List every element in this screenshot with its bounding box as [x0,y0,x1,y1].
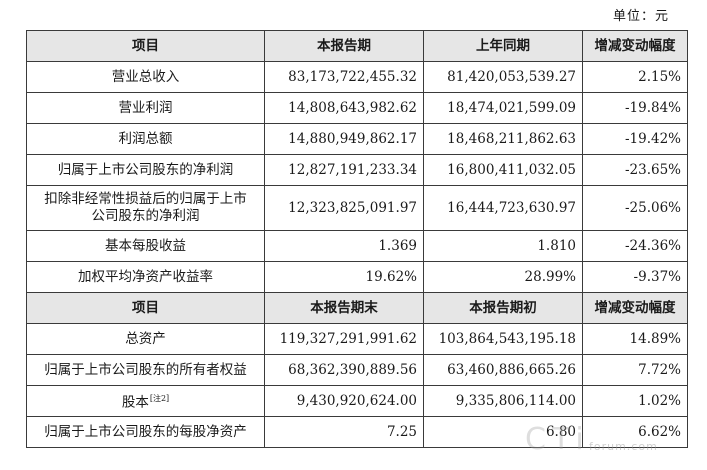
row-label-line2: 公司股东的净利润 [91,208,200,224]
column-header-item: 项目 [26,30,265,62]
change-value: 6.62% [582,416,688,448]
table-row: 归属于上市公司股东的每股净资产 7.25 6.80 6.62% [26,416,688,448]
unit-label: 单位：元 [612,9,669,24]
row-label: 归属于上市公司股东的每股净资产 [26,416,265,448]
table-row: 扣除非经常性损益后的归属于上市 公司股东的净利润 12,323,825,091.… [26,185,688,231]
column-header-period-end: 本报告期末 [264,292,424,324]
table-row: 营业总收入 83,173,722,455.32 81,420,053,539.2… [26,61,688,93]
table-row: 归属于上市公司股东的净利润 12,827,191,233.34 16,800,4… [26,154,688,186]
change-value: 7.72% [582,354,688,386]
table-row: 营业利润 14,808,643,982.62 18,474,021,599.09… [26,92,688,124]
row-label-text: 股本 [121,394,149,411]
table-row: 基本每股收益 1.369 1.810 -24.36% [26,230,688,262]
row-label: 加权平均净资产收益率 [26,261,265,293]
current-value: 83,173,722,455.32 [264,61,424,93]
column-header-item: 项目 [26,292,265,324]
previous-value: 18,474,021,599.09 [423,92,583,124]
column-header-change: 增减变动幅度 [582,30,688,62]
previous-value: 63,460,886,665.26 [423,354,583,386]
previous-value: 81,420,053,539.27 [423,61,583,93]
current-value: 12,323,825,091.97 [264,185,424,231]
table-header-row: 项目 本报告期 上年同期 增减变动幅度 [26,30,688,62]
watermark-logo: CTi forum.com [525,422,695,460]
change-value: 14.89% [582,323,688,355]
current-value: 1.369 [264,230,424,262]
table-row: 股本[注2] 9,430,920,624.00 9,335,806,114.00… [26,385,688,417]
change-value: -25.06% [582,185,688,231]
table-row: 加权平均净资产收益率 19.62% 28.99% -9.37% [26,261,688,293]
change-value: -23.65% [582,154,688,186]
table-row: 利润总额 14,880,949,862.17 18,468,211,862.63… [26,123,688,155]
column-header-change: 增减变动幅度 [582,292,688,324]
table-row: 归属于上市公司股东的所有者权益 68,362,390,889.56 63,460… [26,354,688,386]
column-header-current-period: 本报告期 [264,30,424,62]
row-label: 扣除非经常性损益后的归属于上市 公司股东的净利润 [26,185,265,231]
previous-value: 9,335,806,114.00 [423,385,583,417]
financial-summary-table: 项目 本报告期 上年同期 增减变动幅度 营业总收入 83,173,722,455… [26,30,688,448]
current-value: 7.25 [264,416,424,448]
column-header-prior-year: 上年同期 [423,30,583,62]
watermark-mark: CTi [525,422,590,457]
row-label: 归属于上市公司股东的净利润 [26,154,265,186]
row-label: 归属于上市公司股东的所有者权益 [26,354,265,386]
row-label: 基本每股收益 [26,230,265,262]
row-label-line1: 扣除非经常性损益后的归属于上市 [44,191,247,207]
footnote-marker: [注2] [149,394,170,404]
change-value: 2.15% [582,61,688,93]
change-value: -24.36% [582,230,688,262]
change-value: 1.02% [582,385,688,417]
change-value: -19.42% [582,123,688,155]
previous-value: 28.99% [423,261,583,293]
previous-value: 16,444,723,630.97 [423,185,583,231]
change-value: -9.37% [582,261,688,293]
table-header-row: 项目 本报告期末 本报告期初 增减变动幅度 [26,292,688,324]
watermark-domain: forum.com [589,440,658,453]
previous-value: 1.810 [423,230,583,262]
table-row: 总资产 119,327,291,991.62 103,864,543,195.1… [26,323,688,355]
current-value: 119,327,291,991.62 [264,323,424,355]
current-value: 68,362,390,889.56 [264,354,424,386]
previous-value: 16,800,411,032.05 [423,154,583,186]
current-value: 9,430,920,624.00 [264,385,424,417]
current-value: 14,880,949,862.17 [264,123,424,155]
row-label: 营业总收入 [26,61,265,93]
row-label: 股本[注2] [26,385,265,417]
change-value: -19.84% [582,92,688,124]
row-label: 总资产 [26,323,265,355]
previous-value: 103,864,543,195.18 [423,323,583,355]
current-value: 14,808,643,982.62 [264,92,424,124]
previous-value: 18,468,211,862.63 [423,123,583,155]
column-header-period-start: 本报告期初 [423,292,583,324]
current-value: 19.62% [264,261,424,293]
current-value: 12,827,191,233.34 [264,154,424,186]
row-label: 利润总额 [26,123,265,155]
row-label: 营业利润 [26,92,265,124]
